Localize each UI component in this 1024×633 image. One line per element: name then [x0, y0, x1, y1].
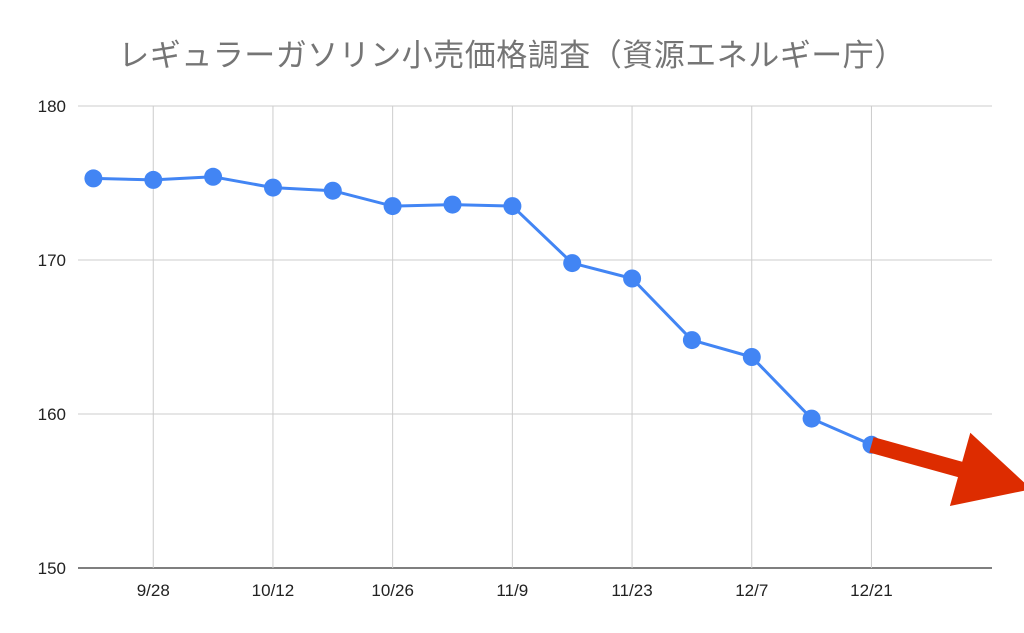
data-point	[443, 195, 462, 214]
x-tick-label: 10/12	[252, 581, 295, 600]
data-point	[264, 178, 282, 197]
x-tick-label: 11/23	[611, 581, 652, 600]
x-tick-label: 12/21	[850, 581, 893, 600]
x-axis-ticks: 9/28 10/12 10/26 11/9 11/23 12/7 12/21	[137, 581, 893, 600]
x-tick-label: 11/9	[496, 581, 528, 600]
data-point	[144, 170, 163, 189]
trend-arrow	[869, 432, 1024, 506]
x-tick-label: 9/28	[137, 581, 170, 600]
data-point	[84, 169, 103, 188]
x-tick-label: 10/26	[371, 581, 414, 600]
gridlines	[78, 105, 992, 569]
y-tick-label: 170	[38, 251, 66, 270]
data-point	[623, 269, 642, 288]
data-point	[323, 181, 342, 200]
data-point	[682, 331, 701, 350]
x-tick-label: 12/7	[735, 581, 768, 600]
data-point	[383, 197, 402, 216]
data-point	[742, 348, 761, 366]
series-points	[84, 167, 881, 454]
data-point	[802, 409, 821, 428]
data-point	[563, 254, 582, 273]
y-tick-label: 180	[38, 97, 66, 116]
y-tick-label: 150	[38, 559, 66, 578]
chart-title: レギュラーガソリン小売価格調査（資源エネルギー庁）	[118, 38, 906, 74]
y-axis-ticks: 150 160 170 180	[38, 97, 66, 578]
data-point	[204, 167, 223, 186]
y-tick-label: 160	[38, 405, 66, 424]
data-point	[503, 197, 522, 216]
series-line	[93, 175, 873, 447]
